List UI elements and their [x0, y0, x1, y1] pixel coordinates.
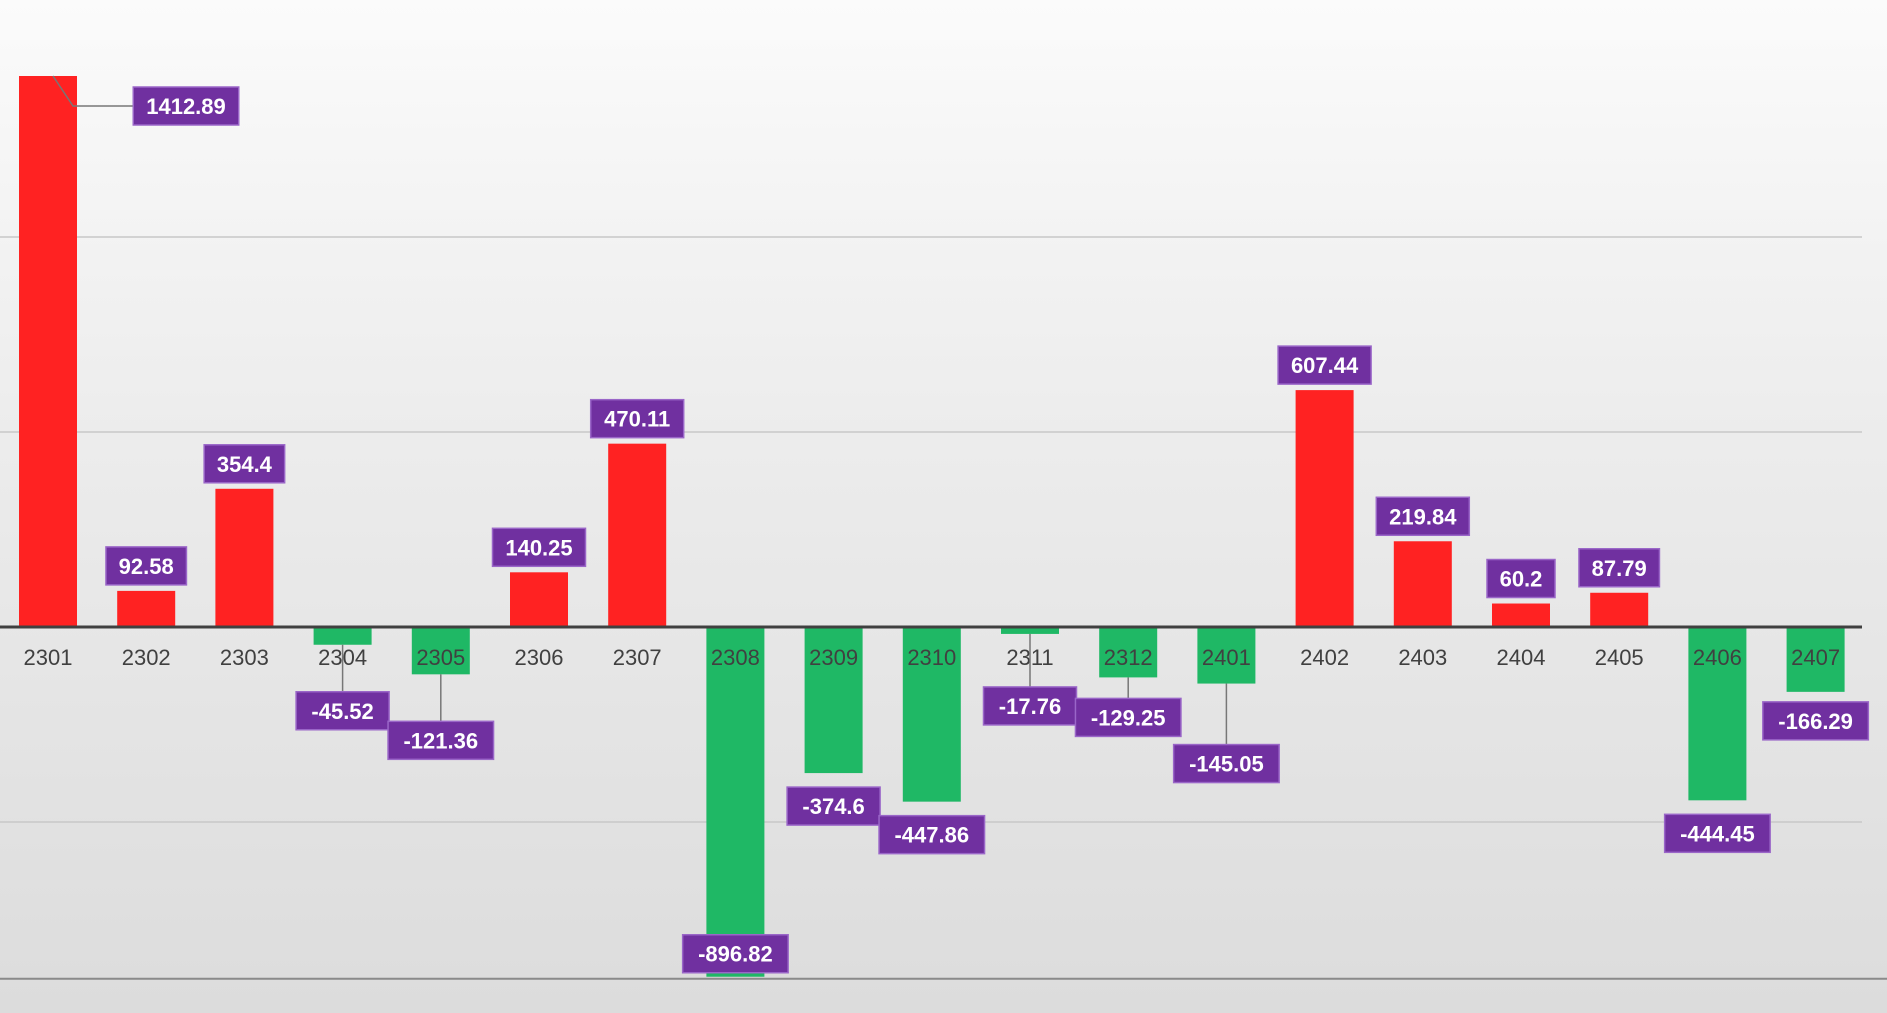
data-label-2307: 470.11: [589, 398, 685, 439]
data-label-2401: -145.05: [1172, 743, 1280, 784]
bar-2306: [510, 572, 568, 627]
data-label-text: -17.76: [999, 694, 1061, 719]
data-label-box: [982, 686, 1078, 726]
leader-lines: [52, 75, 1228, 745]
x-tick-label: 2312: [1104, 645, 1153, 670]
data-label-text: 607.44: [1291, 353, 1359, 378]
x-tick-label: 2302: [122, 645, 171, 670]
data-label-text: 219.84: [1389, 504, 1457, 529]
data-label-box: [589, 398, 685, 439]
data-label-box: [491, 527, 587, 568]
data-label-2402: 607.44: [1277, 345, 1372, 385]
data-label-text: 1412.89: [146, 94, 226, 119]
bar-2406: [1688, 627, 1747, 801]
bar-2311: [1001, 627, 1059, 634]
x-tick-label: 2303: [220, 645, 269, 670]
data-label-text: -145.05: [1189, 752, 1264, 777]
bar-2303: [215, 488, 274, 627]
data-label-2309: -374.6: [786, 786, 881, 826]
x-tick-label: 2305: [416, 645, 465, 670]
data-label-2407: -166.29: [1762, 701, 1870, 741]
x-tick-label: 2403: [1398, 645, 1447, 670]
data-label-2302: 92.58: [105, 546, 188, 586]
bar-2304: [313, 627, 372, 645]
data-label-text: -121.36: [403, 728, 478, 753]
data-label-box: [1375, 496, 1471, 537]
data-label-2403: 219.84: [1375, 496, 1471, 537]
leader-line: [52, 75, 134, 107]
data-label-text: 87.79: [1592, 556, 1647, 581]
x-tick-label: 2404: [1497, 645, 1546, 670]
bar-2401: [1197, 627, 1256, 684]
data-label-2308: -896.82: [681, 933, 789, 974]
data-label-text: 140.25: [505, 535, 572, 560]
data-label-2306: 140.25: [491, 527, 587, 568]
x-tick-label: 2406: [1693, 645, 1742, 670]
data-label-text: 92.58: [119, 554, 174, 579]
data-label-box: [1277, 345, 1372, 385]
data-label-text: 60.2: [1500, 567, 1543, 592]
data-label-2303: 354.4: [203, 444, 286, 484]
data-label-text: -447.86: [894, 823, 969, 848]
bar-2405: [1590, 592, 1649, 627]
bar-2312: [1099, 627, 1158, 678]
x-tick-label: 2309: [809, 645, 858, 670]
x-tick-label: 2405: [1595, 645, 1644, 670]
data-label-2406: -444.45: [1663, 813, 1771, 854]
data-labels: 1412.89 92.58 354.4 -45.52 -121.36 140.25 470.…: [105, 86, 1870, 974]
data-label-text: -45.52: [311, 699, 373, 724]
data-label-box: [786, 786, 881, 826]
data-label-2311: -17.76: [982, 686, 1078, 726]
data-label-box: [1578, 548, 1661, 588]
bar-2302: [117, 590, 176, 627]
data-label-2304: -45.52: [295, 691, 390, 731]
data-label-text: -166.29: [1778, 709, 1853, 734]
data-label-text: 354.4: [217, 452, 273, 477]
data-label-box: [1663, 813, 1771, 854]
x-tick-label: 2407: [1791, 645, 1840, 670]
x-tick-label: 2310: [907, 645, 956, 670]
data-label-2310: -447.86: [878, 814, 986, 855]
bar-2403: [1393, 541, 1452, 627]
data-label-2305: -121.36: [387, 720, 495, 761]
bar-2301: [19, 76, 77, 627]
data-label-box: [203, 444, 286, 484]
bar-2310: [902, 627, 961, 802]
x-tick-label: 2308: [711, 645, 760, 670]
data-label-box: [132, 86, 240, 126]
data-label-box: [387, 720, 495, 761]
data-label-text: -374.6: [802, 794, 864, 819]
bar-2404: [1492, 603, 1550, 627]
data-label-box: [1172, 743, 1280, 784]
data-label-box: [1074, 697, 1182, 738]
x-axis-tick-labels: 2301 2302 2303 2304 2305 2306 2307 2308 2309 2310…: [24, 645, 1841, 670]
bar-2407: [1786, 627, 1845, 692]
bar-2305: [411, 627, 470, 675]
bars: [19, 76, 1845, 977]
bar-2307: [608, 443, 667, 627]
x-tick-label: 2402: [1300, 645, 1349, 670]
x-tick-label: 2306: [515, 645, 564, 670]
data-label-box: [1486, 558, 1556, 599]
x-tick-label: 2301: [24, 645, 73, 670]
data-label-text: -444.45: [1680, 821, 1755, 846]
data-label-text: -896.82: [698, 942, 773, 967]
x-tick-label: 2401: [1202, 645, 1251, 670]
data-label-2404: 60.2: [1486, 558, 1556, 599]
data-label-box: [105, 546, 188, 586]
bar-2309: [804, 627, 863, 774]
x-tick-label: 2307: [613, 645, 662, 670]
data-label-2405: 87.79: [1578, 548, 1661, 588]
data-label-2312: -129.25: [1074, 697, 1182, 738]
data-label-box: [681, 933, 789, 974]
data-label-2301: 1412.89: [132, 86, 240, 126]
bar-2402: [1295, 390, 1354, 627]
data-label-text: 470.11: [604, 407, 670, 432]
data-label-box: [878, 814, 986, 855]
data-label-box: [1762, 701, 1870, 741]
data-label-box: [295, 691, 390, 731]
data-label-text: -129.25: [1091, 705, 1166, 730]
bar-2308: [706, 627, 765, 977]
